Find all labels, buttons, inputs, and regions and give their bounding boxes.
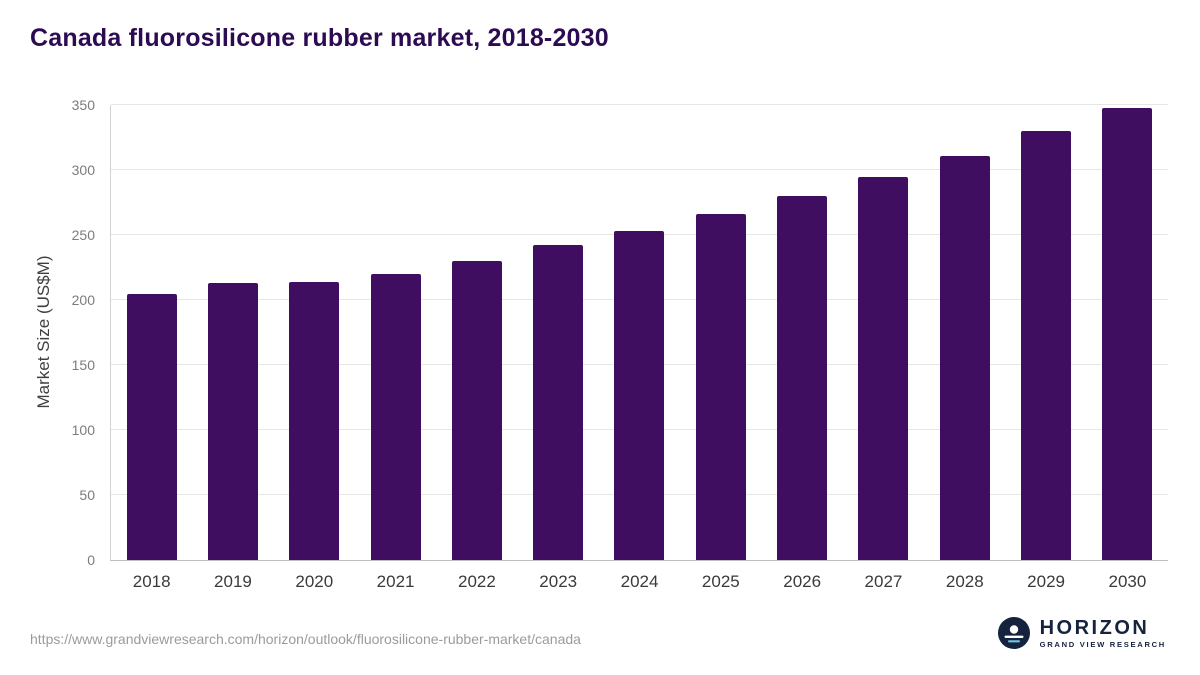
plot-area: 0 50 100 150 200 250 300 350 2018 2019 2020 2021 20… <box>72 97 1168 591</box>
y-tick-label-300: 300 <box>71 162 95 178</box>
x-tick-label-2019: 2019 <box>214 572 252 591</box>
y-tick-label-150: 150 <box>71 357 95 373</box>
y-tick-label-350: 350 <box>71 97 95 113</box>
bar-2018 <box>126 293 177 560</box>
x-tick-label-2023: 2023 <box>539 572 578 591</box>
logo-text: HORIZON GRAND VIEW RESEARCH <box>1040 618 1166 649</box>
bar-2026 <box>777 196 828 560</box>
y-tick-label-0: 0 <box>87 552 95 568</box>
logo-subtitle: GRAND VIEW RESEARCH <box>1039 639 1166 649</box>
x-tick-label-2018: 2018 <box>132 572 171 591</box>
y-axis-title: Market Size (US$M) <box>34 255 53 409</box>
y-tick-label-50: 50 <box>79 487 95 503</box>
bar-2022 <box>451 261 502 560</box>
x-tick-label-2021: 2021 <box>376 572 415 591</box>
chart-title: Canada fluorosilicone rubber market, 201… <box>30 24 609 52</box>
y-tick-label-200: 200 <box>71 292 95 308</box>
x-tick-label-2020: 2020 <box>295 572 334 591</box>
x-tick-label-2022: 2022 <box>457 572 496 591</box>
y-tick-label-100: 100 <box>71 422 95 438</box>
y-tick-label-250: 250 <box>71 227 95 243</box>
bar-2028 <box>939 155 990 560</box>
bar-2029 <box>1020 131 1071 560</box>
x-tick-label-2030: 2030 <box>1108 572 1147 591</box>
bar-2021 <box>370 274 421 560</box>
source-url: https://www.grandviewresearch.com/horizo… <box>30 631 581 647</box>
x-tick-label-2024: 2024 <box>620 572 659 591</box>
bar-2025 <box>695 214 746 560</box>
gridline-350 <box>111 104 1168 105</box>
horizon-logo-icon <box>997 617 1030 649</box>
bar-2030 <box>1102 107 1153 560</box>
bar-2024 <box>614 231 665 560</box>
bar-2027 <box>858 176 909 560</box>
x-tick-label-2028: 2028 <box>945 572 984 591</box>
x-tick-label-2029: 2029 <box>1027 572 1065 591</box>
bar-2023 <box>533 245 584 560</box>
bar-2020 <box>289 281 340 560</box>
gridline-300 <box>111 169 1168 170</box>
logo-name: HORIZON <box>1039 616 1150 639</box>
bar-2019 <box>207 283 258 560</box>
x-axis-tick-labels: 2018 2019 2020 2021 2022 2023 2024 2025 2026 2027… <box>111 572 1168 592</box>
brand-logo: HORIZON GRAND VIEW RESEARCH <box>997 617 1166 649</box>
x-tick-label-2026: 2026 <box>783 572 822 591</box>
x-tick-label-2027: 2027 <box>864 572 903 591</box>
x-tick-label-2025: 2025 <box>701 572 740 591</box>
bar-series <box>111 105 1168 560</box>
